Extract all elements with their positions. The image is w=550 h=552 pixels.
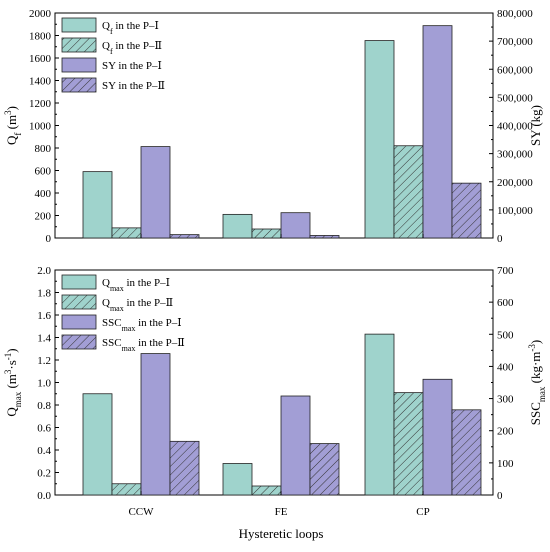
legend: Qmax in the P–Ⅰ Qmax in the P–Ⅱ SSCmax in … <box>61 274 185 353</box>
bar <box>309 443 340 496</box>
left-tick-label: 1600 <box>29 53 52 65</box>
left-tick-label: 1400 <box>29 76 52 88</box>
bar <box>364 40 395 239</box>
legend-label: SSCmax in the P–Ⅱ <box>102 337 185 353</box>
bar <box>169 234 200 239</box>
left-tick-label: 0.8 <box>37 400 51 412</box>
left-tick-label: 2000 <box>29 8 52 20</box>
right-tick-label: 0 <box>497 233 503 245</box>
right-tick-label: 700 <box>497 265 514 277</box>
left-tick-label: 400 <box>35 188 52 200</box>
left-tick-label: 1200 <box>29 98 52 110</box>
left-tick-label: 0.6 <box>37 423 51 435</box>
right-tick-label: 100 <box>497 458 514 470</box>
chart-panel-2: 0.0 0.2 0.4 0.6 0.8 1.0 1.2 1.4 1.6 1.8 2.0 0 100 200… <box>3 265 547 518</box>
x-tick-label: FE <box>275 506 288 518</box>
right-tick-label: 300 <box>497 394 514 406</box>
left-tick-label: 1.4 <box>37 333 51 345</box>
bar <box>422 25 453 239</box>
bar <box>251 228 282 239</box>
left-tick-label: 0 <box>46 233 52 245</box>
left-tick-label: 600 <box>35 166 52 178</box>
left-tick-label: 0.2 <box>37 468 51 480</box>
legend-swatch <box>61 314 97 330</box>
x-axis-title: Hysteretic loops <box>239 526 324 541</box>
right-tick-label: 600,000 <box>497 64 533 76</box>
right-tick-label: 300,000 <box>497 149 533 161</box>
right-tick-label: 100,000 <box>497 205 533 217</box>
x-tick-label: CCW <box>128 506 154 518</box>
left-tick-label: 1000 <box>29 121 52 133</box>
bar <box>111 227 142 239</box>
bar <box>222 463 253 496</box>
left-tick-label: 1.8 <box>37 288 51 300</box>
legend-label: Qf in the P–Ⅰ <box>102 20 159 36</box>
bar <box>451 182 482 239</box>
legend-label: SY in the P–Ⅰ <box>102 60 162 72</box>
left-axis-label: Qmax (m3·s-1) <box>3 348 23 416</box>
bar <box>222 213 253 239</box>
left-tick-label: 1.0 <box>37 378 51 390</box>
bar <box>364 333 395 496</box>
legend: Qf in the P–Ⅰ Qf in the P–Ⅱ SY in the P–Ⅰ S… <box>61 17 165 93</box>
bar <box>422 378 453 496</box>
left-axis-label: Qf (m3) <box>3 106 23 145</box>
legend-swatch <box>61 334 97 350</box>
right-tick-label: 200,000 <box>497 177 533 189</box>
left-tick-label: 1800 <box>29 31 52 43</box>
right-tick-label: 400,000 <box>497 121 533 133</box>
legend-label: SY in the P–Ⅱ <box>102 80 165 92</box>
bar <box>393 392 424 496</box>
legend-swatch <box>61 17 97 33</box>
bar <box>280 395 311 496</box>
legend-label: Qf in the P–Ⅱ <box>102 40 162 56</box>
left-tick-label: 1.6 <box>37 310 51 322</box>
left-tick-label: 2.0 <box>37 265 51 277</box>
right-axis-label: SY (kg) <box>528 105 543 146</box>
left-tick-label: 0.0 <box>37 490 51 502</box>
bar <box>393 145 424 239</box>
legend-swatch <box>61 274 97 290</box>
bar <box>309 235 340 239</box>
legend-swatch <box>61 37 97 53</box>
left-tick-label: 1.2 <box>37 355 51 367</box>
right-tick-label: 400 <box>497 361 514 373</box>
x-tick-label: CP <box>416 506 429 518</box>
legend-label: Qmax in the P–Ⅱ <box>102 297 173 313</box>
bar <box>280 212 311 239</box>
right-tick-label: 500 <box>497 329 514 341</box>
right-tick-label: 500,000 <box>497 92 533 104</box>
bar <box>140 353 171 496</box>
left-tick-label: 800 <box>35 143 52 155</box>
legend-label: SSCmax in the P–Ⅰ <box>102 317 182 333</box>
bar <box>140 146 171 239</box>
bar <box>251 485 282 496</box>
right-tick-label: 200 <box>497 426 514 438</box>
legend-swatch <box>61 294 97 310</box>
right-tick-label: 600 <box>497 297 514 309</box>
right-tick-label: 700,000 <box>497 36 533 48</box>
bar <box>451 409 482 496</box>
legend-label: Qmax in the P–Ⅰ <box>102 277 170 293</box>
legend-swatch <box>61 57 97 73</box>
right-tick-label: 0 <box>497 490 503 502</box>
legend-swatch <box>61 77 97 93</box>
chart-panel-1: 0 200 400 600 800 1000 1200 1400 1600 1800 2000 0 10… <box>3 8 543 245</box>
bar <box>82 171 113 239</box>
right-axis-label: SSCmax (kg·m-3) <box>527 340 547 426</box>
bar <box>169 440 200 496</box>
left-tick-label: 0.4 <box>37 445 51 457</box>
right-tick-label: 800,000 <box>497 8 533 20</box>
bar <box>82 393 113 496</box>
left-tick-label: 200 <box>35 211 52 223</box>
bar <box>111 483 142 496</box>
